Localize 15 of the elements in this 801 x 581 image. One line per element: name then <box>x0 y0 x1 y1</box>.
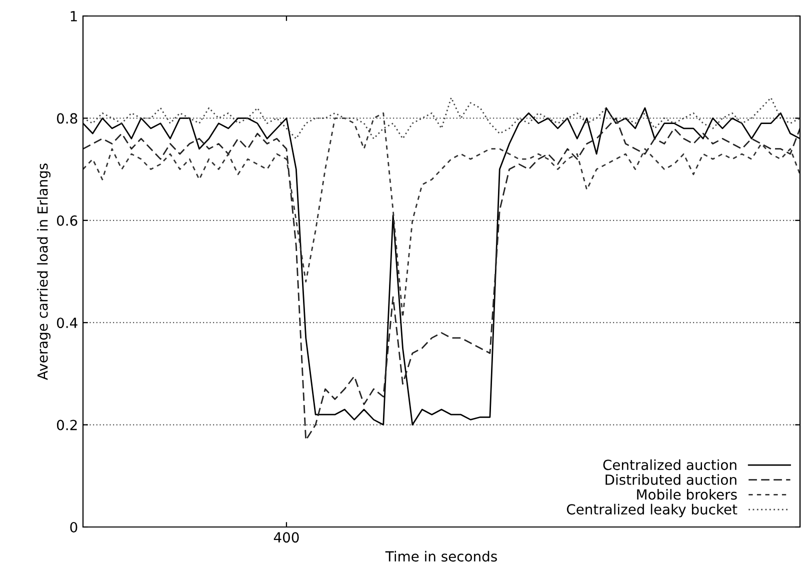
y-tick-label: 0 <box>70 522 78 532</box>
x-tick-label: 400 <box>274 532 299 543</box>
y-axis-title: Average carried load in Erlangs <box>37 164 50 380</box>
y-tick-label: 0.6 <box>56 215 78 226</box>
y-tick-label: 0.2 <box>56 420 77 430</box>
legend-label: Centralized leaky bucket <box>566 504 738 518</box>
line-series <box>83 97 800 140</box>
y-tick-label: 0.4 <box>56 318 78 328</box>
legend-label: Distributed auction <box>606 474 736 485</box>
legend-label: Mobile brokers <box>637 489 737 500</box>
x-axis-title: Time in seconds <box>385 550 497 562</box>
legend-label: Centralized auction <box>603 459 736 470</box>
y-tick-label: 0.8 <box>56 113 78 124</box>
line-series <box>83 112 800 318</box>
y-tick-label: 1 <box>70 11 77 22</box>
